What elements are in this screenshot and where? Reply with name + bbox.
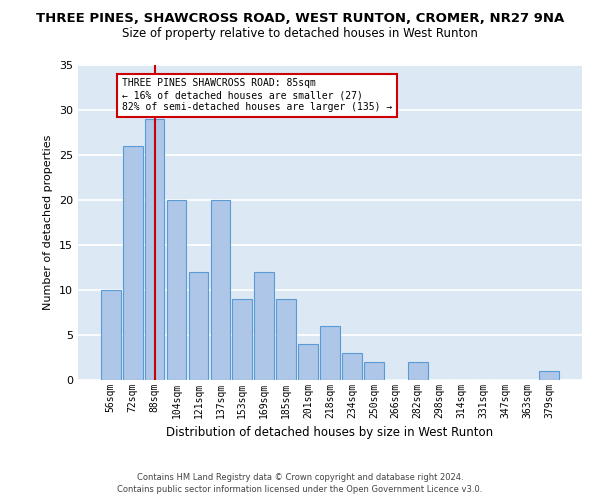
Text: Size of property relative to detached houses in West Runton: Size of property relative to detached ho…	[122, 28, 478, 40]
Bar	[364, 362, 384, 380]
Bar	[188, 272, 208, 380]
Bar	[211, 200, 230, 380]
Bar	[276, 299, 296, 380]
Bar	[254, 272, 274, 380]
Y-axis label: Number of detached properties: Number of detached properties	[43, 135, 53, 310]
Bar	[123, 146, 143, 380]
Bar	[342, 353, 362, 380]
Bar	[101, 290, 121, 380]
Bar	[408, 362, 428, 380]
Text: THREE PINES SHAWCROSS ROAD: 85sqm
← 16% of detached houses are smaller (27)
82% : THREE PINES SHAWCROSS ROAD: 85sqm ← 16% …	[122, 78, 392, 112]
Bar	[145, 119, 164, 380]
Text: THREE PINES, SHAWCROSS ROAD, WEST RUNTON, CROMER, NR27 9NA: THREE PINES, SHAWCROSS ROAD, WEST RUNTON…	[36, 12, 564, 26]
Bar	[298, 344, 318, 380]
Bar	[167, 200, 187, 380]
Bar	[232, 299, 252, 380]
Text: Contains HM Land Registry data © Crown copyright and database right 2024.
Contai: Contains HM Land Registry data © Crown c…	[118, 472, 482, 494]
X-axis label: Distribution of detached houses by size in West Runton: Distribution of detached houses by size …	[166, 426, 494, 440]
Bar	[320, 326, 340, 380]
Bar	[539, 371, 559, 380]
